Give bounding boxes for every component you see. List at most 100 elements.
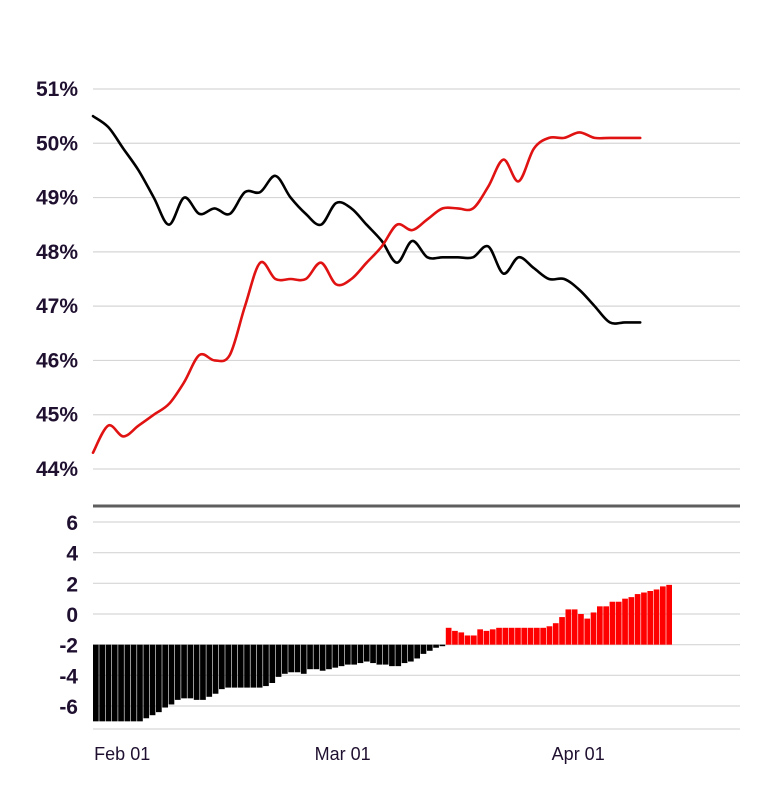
margin-bar [99, 644, 105, 722]
margin-bar [124, 644, 131, 722]
margin-bar [534, 627, 540, 645]
margin-bar [338, 644, 345, 667]
margin-bar [559, 617, 565, 645]
margin-bar [174, 644, 181, 700]
margin-bar [181, 644, 187, 699]
margin-bar [332, 644, 339, 668]
margin-bar [275, 644, 282, 677]
margin-bar [288, 644, 294, 673]
top-y-tick-label: 46% [36, 349, 78, 372]
margin-bar [433, 644, 439, 648]
margin-bar [540, 627, 546, 645]
margin-bar [326, 644, 332, 670]
bottom-y-tick-label: 0 [66, 604, 78, 627]
margin-bar [250, 644, 257, 688]
margin-bar [565, 609, 572, 645]
margin-bar [660, 586, 666, 645]
margin-bar [426, 644, 433, 651]
bottom-y-tick-label: -4 [59, 665, 78, 688]
x-tick-label: Feb 01 [94, 744, 150, 764]
margin-bar [212, 644, 219, 694]
x-tick-labels: Feb 01 Mar 01 Apr 01 [94, 744, 605, 764]
margin-bar [244, 644, 250, 688]
margin-bar [225, 644, 231, 688]
margin-bar [458, 632, 465, 645]
margin-bar [93, 644, 99, 722]
margin-bar [527, 627, 534, 645]
bottom-y-tick-label: -6 [59, 696, 78, 719]
margin-bar [634, 594, 641, 645]
margin-bar [508, 627, 515, 645]
margin-bar [552, 623, 559, 645]
margin-bar [357, 644, 364, 664]
margin-bar [464, 635, 471, 645]
margin-bar [483, 630, 490, 645]
margin-bar [401, 644, 408, 664]
margin-bar [162, 644, 168, 708]
margin-bar [615, 601, 622, 645]
margin-bar [156, 644, 162, 713]
top-panel-y-tick-labels: 51% 50% 49% 48% 47% 46% 45% 44% [36, 78, 78, 481]
margin-bar [300, 644, 307, 674]
top-y-tick-label: 45% [36, 404, 78, 427]
margin-bar [294, 644, 301, 673]
bottom-y-tick-label: 4 [66, 543, 78, 566]
top-y-tick-label: 49% [36, 187, 78, 210]
margin-bar [395, 644, 402, 667]
margin-bar [408, 644, 414, 662]
margin-bar [420, 644, 427, 654]
margin-bar [389, 644, 395, 667]
margin-bar [546, 626, 553, 645]
margin-bar [168, 644, 175, 705]
margin-bar [414, 644, 420, 659]
top-y-tick-label: 50% [36, 132, 78, 155]
margin-bar [263, 644, 269, 687]
bottom-y-tick-label: 6 [66, 512, 78, 535]
margin-bar [609, 601, 616, 645]
margin-bar [571, 609, 578, 645]
margin-bar [653, 589, 660, 645]
margin-bar [206, 644, 213, 697]
margin-bar [307, 644, 313, 670]
margin-bar [256, 644, 263, 688]
top-panel-series-lines [91, 114, 642, 454]
margin-bar [313, 644, 320, 670]
margin-bar [496, 627, 502, 645]
top-y-tick-label: 44% [36, 458, 78, 481]
margin-bar [597, 606, 603, 645]
margin-bar [118, 644, 124, 722]
margin-bar [363, 644, 370, 662]
margin-bar [143, 644, 150, 719]
margin-bar [502, 627, 509, 645]
margin-bar [603, 606, 609, 645]
margin-bar [515, 627, 521, 645]
margin-bar [319, 644, 326, 671]
margin-bar [187, 644, 194, 699]
top-y-tick-label: 48% [36, 241, 78, 264]
margin-bar [105, 644, 112, 722]
margin-bar [111, 644, 118, 722]
margin-bar [149, 644, 156, 716]
margin-bar [376, 644, 383, 665]
margin-bar [584, 618, 591, 645]
bottom-panel-bars [93, 584, 672, 722]
margin-bar [647, 591, 654, 645]
top-panel-gridlines [93, 88, 740, 470]
margin-bar [477, 629, 483, 645]
margin-bar [351, 644, 357, 665]
margin-bar [445, 627, 452, 645]
bottom-y-tick-label: 2 [66, 573, 78, 596]
margin-bar [282, 644, 288, 674]
red-series-line [91, 131, 642, 454]
margin-bar [452, 630, 458, 645]
margin-bar [622, 598, 628, 645]
margin-bar [666, 584, 672, 645]
margin-bar [489, 629, 496, 645]
margin-bar [439, 644, 446, 647]
margin-bar [200, 644, 206, 700]
margin-bar [628, 597, 635, 645]
margin-bar [269, 644, 276, 683]
margin-bar [590, 612, 597, 645]
